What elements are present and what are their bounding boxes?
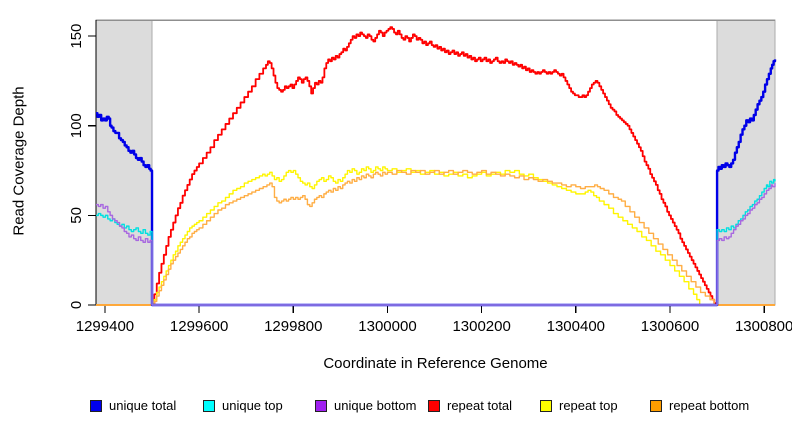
- x-tick-label: 1299800: [264, 318, 322, 335]
- legend-label: repeat bottom: [669, 398, 750, 413]
- x-tick-label: 1300800: [735, 318, 792, 335]
- legend-item-repeat-total: repeat total: [428, 398, 512, 414]
- legend-swatch-repeat-bottom: [650, 400, 662, 412]
- y-tick-label: 0: [68, 301, 85, 309]
- x-tick-label: 1299400: [76, 318, 134, 335]
- legend-item-unique-bottom: unique bottom: [315, 398, 416, 414]
- x-tick-label: 1300600: [641, 318, 699, 335]
- legend-swatch-unique-top: [203, 400, 215, 412]
- series-line-repeat-total: [96, 26, 775, 306]
- legend-swatch-unique-bottom: [315, 400, 327, 412]
- y-axis-title: Read Coverage Depth: [10, 86, 28, 236]
- series-line-unique-top: [96, 178, 776, 306]
- y-tick-label: 50: [68, 207, 85, 224]
- legend-label: repeat top: [559, 398, 618, 413]
- legend-label: unique bottom: [334, 398, 417, 413]
- legend-item-repeat-top: repeat top: [540, 398, 618, 414]
- series-line-repeat-bottom: [96, 169, 775, 306]
- legend-item-repeat-bottom: repeat bottom: [650, 398, 749, 414]
- legend-item-unique-total: unique total: [90, 398, 176, 414]
- x-tick-label: 1300000: [358, 318, 416, 335]
- legend-item-unique-top: unique top: [203, 398, 283, 414]
- x-tick-label: 1300400: [547, 318, 605, 335]
- legend-label: unique total: [109, 398, 177, 413]
- legend-label: unique top: [222, 398, 283, 413]
- series-line-unique-total: [96, 59, 777, 307]
- legend-swatch-repeat-total: [428, 400, 440, 412]
- legend-label: repeat total: [447, 398, 513, 413]
- x-tick-label: 1299600: [170, 318, 228, 335]
- legend-swatch-unique-total: [90, 400, 102, 412]
- x-tick-label: 1300200: [452, 318, 510, 335]
- chart-legend: unique total unique top unique bottom repea…: [0, 398, 792, 418]
- legend-swatch-repeat-top: [540, 400, 552, 412]
- series-line-unique-bottom: [96, 183, 776, 306]
- y-tick-label: 150: [68, 24, 85, 49]
- series-line-repeat-top: [96, 166, 775, 306]
- x-axis-title: Coordinate in Reference Genome: [323, 355, 548, 372]
- y-tick-label: 100: [68, 113, 85, 138]
